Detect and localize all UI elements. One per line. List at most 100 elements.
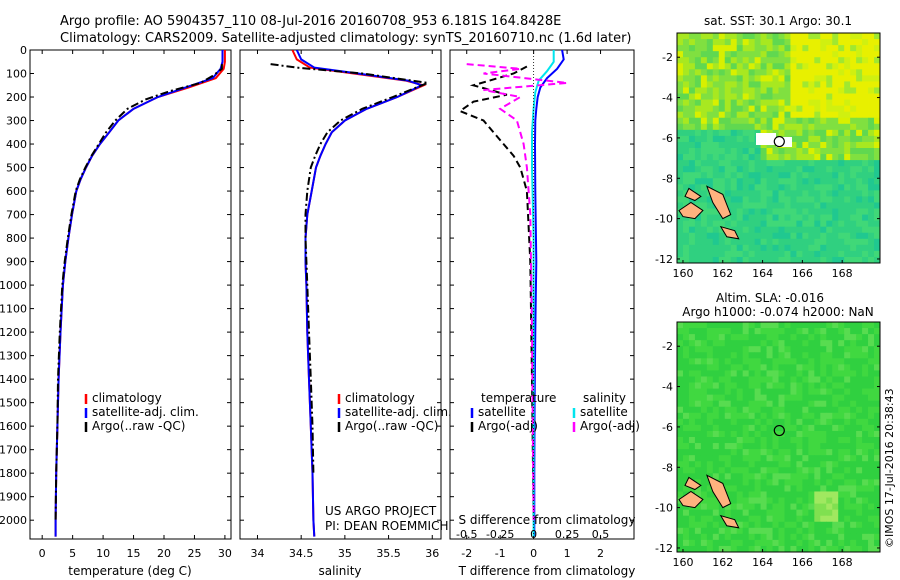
map-cell [748, 364, 756, 371]
map-cell [688, 238, 696, 246]
map-cell [688, 244, 696, 252]
map-cell [838, 443, 845, 450]
map-cell [736, 226, 744, 234]
map-cell [730, 437, 738, 444]
map-cell [784, 250, 791, 258]
map-cell [874, 39, 880, 46]
map-cell [796, 226, 803, 234]
map-cell [682, 467, 690, 474]
map-cell [784, 382, 791, 389]
map-cell [862, 491, 869, 498]
map-cell [778, 256, 785, 263]
map-cell [742, 400, 750, 408]
map-cell [778, 461, 785, 468]
map-cell [862, 75, 869, 82]
map-cell [820, 437, 827, 444]
map-cell [700, 346, 708, 353]
map-cell [838, 81, 845, 88]
map-cell [700, 449, 708, 456]
map-cell [766, 148, 773, 155]
map-cell [694, 424, 702, 432]
map-cell [832, 172, 839, 179]
map-cell [838, 467, 845, 474]
map-cell [808, 75, 815, 82]
map-cell [754, 412, 761, 420]
map-cell [712, 449, 720, 456]
map-cell [790, 226, 797, 234]
map-cell [838, 346, 845, 353]
x-tick-label: 35 [338, 547, 352, 560]
map-cell [796, 135, 803, 143]
map-cell [832, 412, 839, 420]
map-tick-label: 162 [712, 556, 733, 569]
map-cell [724, 443, 732, 450]
map-cell [868, 334, 875, 341]
map-cell [754, 400, 761, 408]
map-cell [736, 491, 744, 498]
map-cell [766, 214, 773, 222]
map-cell [730, 148, 738, 155]
map-cell [748, 184, 756, 191]
map-cell [677, 388, 684, 396]
map-cell [868, 39, 875, 46]
map-cell [844, 358, 851, 365]
map-cell [677, 129, 684, 137]
map-cell [730, 160, 738, 167]
map-cell [820, 244, 827, 252]
map-cell [772, 87, 779, 94]
map-cell [802, 178, 809, 185]
map-cell [766, 545, 773, 552]
map-cell [772, 424, 779, 432]
map-cell [802, 443, 809, 450]
map-cell [826, 503, 833, 511]
map-cell [772, 51, 779, 58]
map-cell [844, 129, 851, 137]
map-cell [832, 178, 839, 185]
map-cell [748, 87, 756, 94]
map-cell [874, 226, 880, 234]
map-cell [700, 214, 708, 222]
map-cell [772, 376, 779, 383]
map-cell [754, 154, 761, 161]
map-tick-label: -10 [655, 502, 673, 515]
map-cell [754, 45, 761, 52]
map-cell [730, 220, 738, 228]
map-cell [718, 244, 726, 252]
map-cell [832, 135, 839, 143]
map-cell [748, 515, 756, 523]
map-cell [850, 196, 857, 203]
map-cell [802, 45, 809, 52]
map-cell [748, 238, 756, 246]
map-cell [838, 340, 845, 347]
map-cell [736, 418, 744, 426]
map-cell [778, 364, 785, 371]
map-cell [862, 503, 869, 511]
map-cell [790, 358, 797, 365]
map-cell [772, 340, 779, 347]
map-cell [850, 515, 857, 523]
map-cell [778, 539, 785, 547]
map-cell [832, 123, 839, 131]
map-cell [706, 57, 714, 64]
map-cell [856, 220, 863, 228]
map-cell [730, 328, 738, 335]
island [719, 225, 740, 240]
map-cell [724, 172, 732, 179]
map-cell [826, 467, 833, 474]
map-cell [832, 418, 839, 426]
map-cell [820, 479, 827, 486]
map-cell [862, 473, 869, 480]
map-cell [694, 527, 702, 535]
map-cell [742, 81, 750, 88]
map-cell [778, 63, 785, 70]
map-cell [778, 190, 785, 197]
series-line [54, 64, 223, 521]
map-cell [844, 214, 851, 222]
x-tick-label: 0 [530, 547, 537, 560]
map-cell [742, 479, 750, 486]
map-cell [850, 376, 857, 383]
map-cell [874, 455, 880, 462]
map-cell [862, 340, 869, 347]
difference-xlabel: T difference from climatology [458, 564, 636, 578]
map-cell [868, 358, 875, 365]
